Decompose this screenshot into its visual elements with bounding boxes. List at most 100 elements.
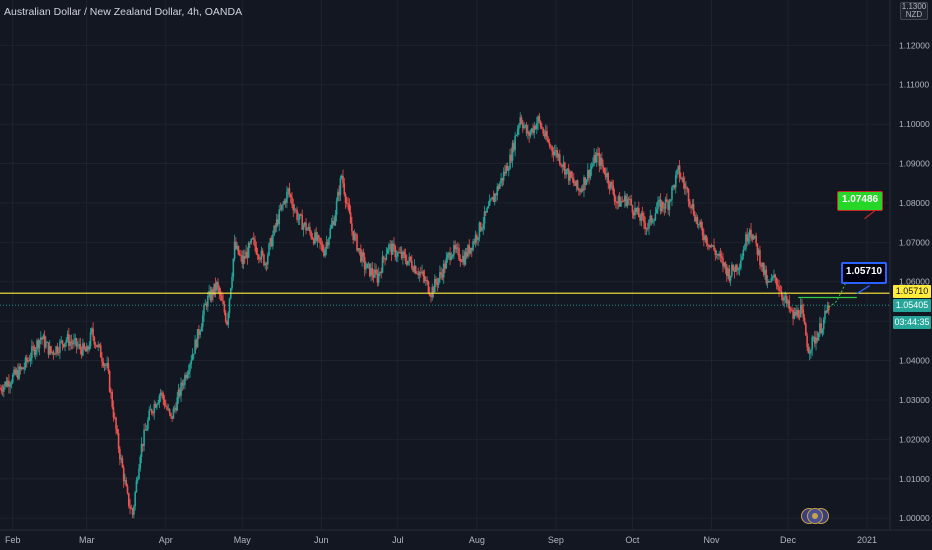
candle-body [386, 249, 389, 254]
time-tick-label: Aug [469, 535, 485, 545]
candle-body [80, 349, 83, 356]
candle-body [537, 116, 539, 124]
candle-body [469, 247, 472, 254]
candle-body [307, 226, 310, 230]
candle-body [171, 416, 173, 419]
candle-body [134, 492, 136, 507]
target-callout[interactable]: 1.07486 [837, 191, 883, 211]
candle-body [519, 117, 522, 125]
candle-body [680, 177, 682, 179]
candle-body [324, 248, 326, 256]
candle-body [191, 354, 194, 361]
candle-body [455, 247, 458, 250]
candle-body [377, 273, 380, 283]
candle-body [103, 364, 106, 367]
candle-body [787, 300, 789, 304]
candle-body [223, 303, 226, 313]
candle-body [467, 245, 469, 257]
candle-body [50, 346, 52, 353]
candle-body [94, 344, 97, 346]
level-callout[interactable]: 1.05710 [841, 262, 887, 284]
candle-body [249, 243, 251, 244]
candle-body [592, 163, 594, 167]
candle-body [367, 263, 370, 265]
candle-body [351, 223, 353, 232]
candle-body [768, 281, 770, 282]
candle-body [270, 238, 273, 247]
candle-body [425, 279, 427, 281]
candle-body [370, 268, 372, 277]
candle-body [233, 241, 236, 259]
candle-body [371, 268, 374, 276]
candle-body [131, 508, 134, 515]
candle-body [261, 250, 264, 255]
candle-body [757, 250, 760, 255]
currency-button[interactable]: 1.1300 NZD [900, 2, 928, 20]
price-tick-label: 1.00000 [899, 513, 930, 523]
candle-body [393, 243, 395, 247]
price-axis-background [890, 0, 932, 550]
candle-body [292, 204, 295, 211]
candle-body [810, 349, 812, 354]
candle-body [440, 272, 442, 275]
target-pointer [864, 210, 876, 220]
candle-body [159, 392, 162, 396]
candle-body [310, 231, 312, 238]
candle-body [296, 210, 298, 220]
candle-body [185, 375, 187, 379]
candle-body [825, 310, 828, 313]
candle-body [357, 248, 360, 251]
candle-body [333, 220, 335, 226]
candle-body [4, 381, 6, 387]
price-tick-label: 1.03000 [899, 395, 930, 405]
time-tick-label: Feb [5, 535, 21, 545]
candle-body [295, 209, 297, 211]
candle-body [273, 225, 275, 235]
candle-body [125, 480, 128, 487]
candle-body [740, 260, 742, 269]
candle-body [477, 237, 479, 240]
candle-body [240, 254, 242, 256]
candle-body [288, 188, 291, 195]
candle-body [490, 199, 492, 201]
candle-body [755, 235, 757, 244]
candle-body [463, 255, 465, 265]
candle-body [569, 171, 571, 181]
candle-body [506, 165, 509, 171]
candle-body [129, 505, 131, 509]
candle-body [48, 346, 51, 355]
candle-body [524, 125, 527, 127]
candle-body [305, 222, 307, 231]
candle-body [791, 309, 793, 311]
candle-body [820, 323, 822, 334]
candle-body [802, 309, 805, 318]
candle-body [412, 267, 414, 272]
price-axis: 1.000001.010001.020001.030001.040001.050… [889, 0, 932, 550]
candle-body [626, 199, 629, 206]
time-tick-label: Oct [625, 535, 640, 545]
candle-body [195, 339, 198, 348]
candle-body [433, 278, 436, 293]
candle-body [85, 346, 88, 352]
candle-body [84, 348, 87, 352]
candle-body [29, 358, 32, 361]
candle-body [23, 367, 26, 370]
economic-events-icon[interactable] [800, 506, 830, 526]
candle-body [380, 271, 383, 273]
candle-body [742, 249, 745, 257]
candle-body [375, 269, 377, 274]
candle-body [687, 189, 690, 202]
candle-body [500, 177, 502, 184]
candle-body [66, 334, 69, 340]
candle-body [289, 194, 292, 198]
candle-body [511, 142, 514, 161]
candle-body [184, 375, 186, 385]
candle-body [636, 207, 639, 212]
candle-body [731, 264, 733, 276]
candle-body [692, 203, 695, 215]
candle-body [495, 193, 497, 196]
candle-body [590, 166, 593, 170]
candle-body [623, 195, 626, 202]
candle-body [615, 201, 617, 203]
